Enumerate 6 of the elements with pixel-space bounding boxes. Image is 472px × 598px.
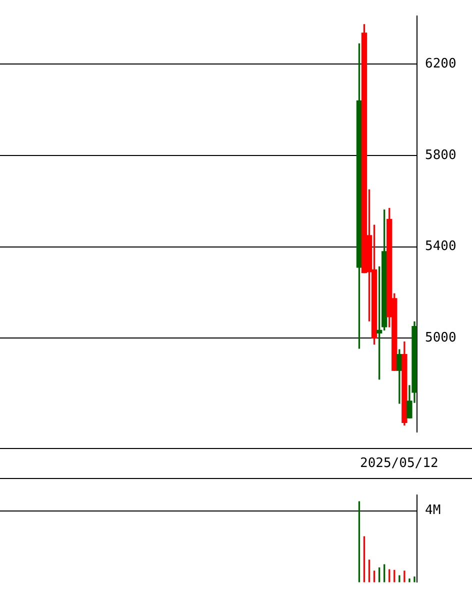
y-tick-label: 5000 <box>425 330 456 346</box>
text: 2025/05/12 <box>360 456 438 471</box>
y-tick-label: 6200 <box>425 56 456 72</box>
y-tick-label: 4M <box>425 503 441 518</box>
y-tick-label: 5800 <box>425 148 456 163</box>
y-tick-label: 5400 <box>425 239 456 254</box>
